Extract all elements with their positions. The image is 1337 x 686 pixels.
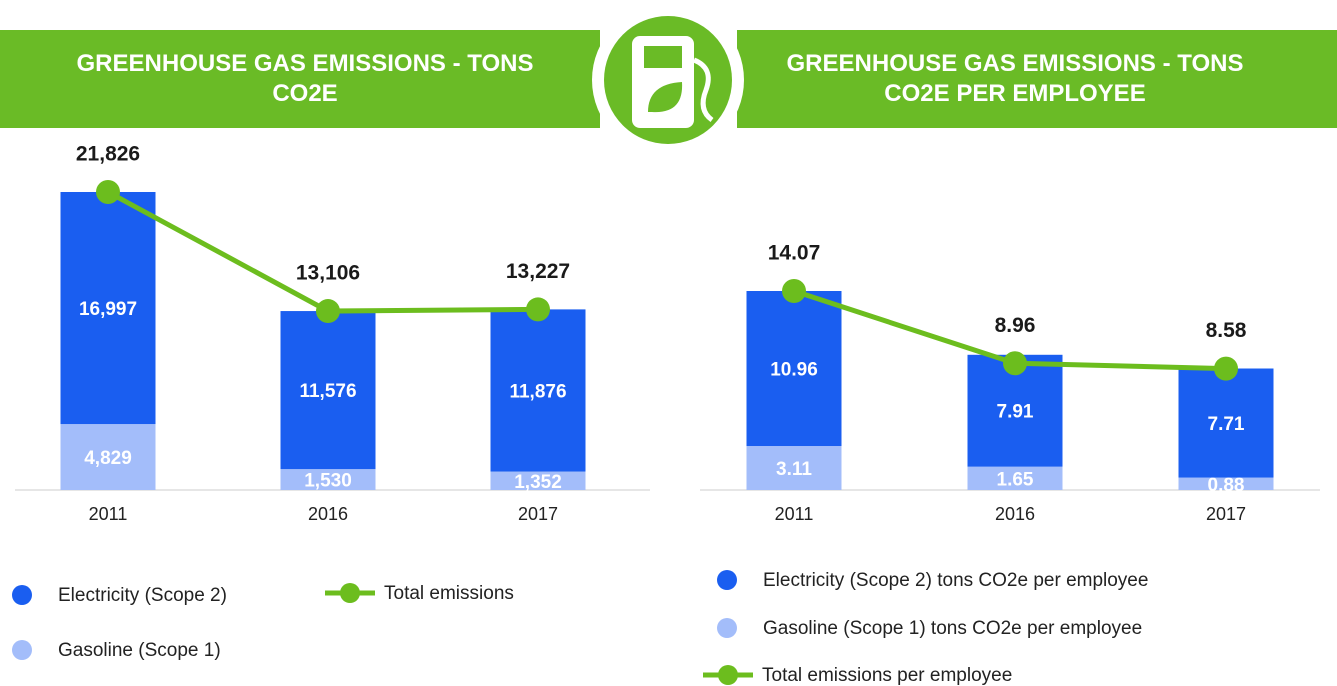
x-tick-label: 2017 (1206, 504, 1246, 524)
legend-label: Gasoline (Scope 1) (58, 640, 221, 661)
value-label: 1,530 (304, 471, 352, 492)
header-bar (0, 30, 600, 128)
legend-label: Electricity (Scope 2) (58, 585, 227, 606)
bar-segment (1178, 368, 1274, 478)
chart-title: GREENHOUSE GAS EMISSIONS - TONS CO2E (76, 50, 534, 107)
x-tick-label: 2011 (775, 504, 814, 524)
legend-label: Electricity (Scope 2) tons CO2e per empl… (763, 570, 1148, 591)
x-tick-label: 2017 (518, 504, 558, 524)
value-label: 1.65 (997, 469, 1034, 490)
x-tick-label: 2016 (308, 504, 348, 524)
legend-swatch (12, 585, 32, 605)
total-label: 8.58 (1206, 319, 1247, 342)
x-tick-label: 2011 (89, 504, 128, 524)
value-label: 11,576 (299, 381, 356, 402)
total-line (106, 189, 539, 314)
bar-segment (967, 466, 1063, 490)
total-label: 8.96 (995, 314, 1036, 337)
value-label: 7.91 (997, 402, 1034, 423)
value-label: 3.11 (776, 459, 812, 480)
bar-segment (490, 309, 586, 472)
legend-label: Gasoline (Scope 1) tons CO2e per employe… (763, 618, 1142, 639)
total-point (1214, 356, 1238, 381)
value-label: 11,876 (509, 381, 566, 402)
total-label: 13,227 (506, 260, 570, 283)
bar-segment (1178, 477, 1274, 490)
bar-segment (490, 471, 586, 490)
total-label: 21,826 (76, 143, 140, 166)
value-label: 10.96 (770, 360, 818, 381)
bar-segment (60, 424, 156, 490)
bar-segment (746, 446, 842, 490)
chart-title: GREENHOUSE GAS EMISSIONS - TONS CO2E PER… (786, 50, 1244, 107)
value-label: 0.88 (1208, 475, 1245, 496)
legend-swatch (340, 583, 360, 603)
legend-swatch (718, 665, 738, 685)
total-label: 13,106 (296, 262, 360, 285)
total-point (1003, 351, 1027, 376)
total-point (526, 297, 550, 322)
x-tick-label: 2016 (995, 504, 1035, 524)
bar-segment (280, 311, 376, 470)
legend-label: Total emissions (384, 583, 514, 604)
total-point (782, 279, 806, 303)
bar-segment (280, 469, 376, 490)
legend-swatch (717, 570, 737, 590)
total-point (96, 180, 120, 204)
value-label: 4,829 (84, 448, 132, 469)
value-label: 16,997 (79, 299, 137, 320)
header-bar (737, 30, 1337, 128)
bar-segment (746, 291, 842, 447)
bar-segment (60, 192, 156, 425)
legend-swatch (12, 640, 32, 660)
value-label: 1,352 (514, 472, 562, 493)
total-point (316, 299, 340, 324)
total-label: 14.07 (768, 242, 821, 265)
legend-label: Total emissions per employee (762, 665, 1012, 686)
legend-swatch (717, 618, 737, 638)
value-label: 7.71 (1208, 414, 1245, 435)
fuel-icon (592, 4, 744, 156)
